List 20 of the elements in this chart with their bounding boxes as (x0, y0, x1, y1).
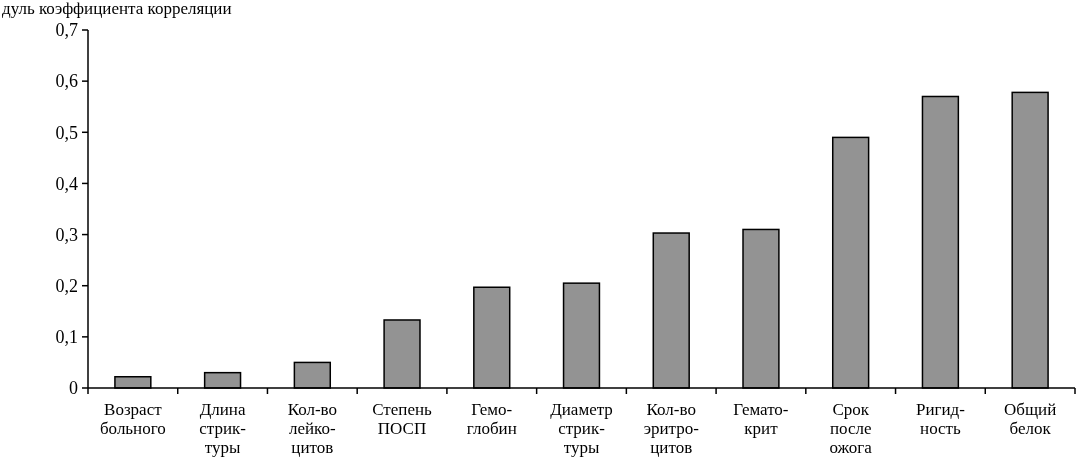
x-tick-label: Кол-во лейко- цитов (287, 400, 337, 457)
y-tick-label: 0 (69, 378, 78, 399)
x-tick-label: Срок после ожога (829, 400, 873, 457)
y-tick-label: 0,5 (55, 122, 78, 143)
x-tick-label: Ригид- ность (915, 400, 966, 438)
x-tick-label: Возраст больного (99, 400, 166, 438)
x-tick-label: Диаметр стрик- туры (550, 400, 613, 457)
y-tick-label: 0,7 (55, 20, 78, 41)
y-axis-title: дуль коэффициента корреляции (2, 0, 232, 18)
x-tick-label: Гемо- глобин (466, 400, 517, 438)
x-tick-label: Общий белок (1004, 400, 1057, 438)
y-tick-label: 0,1 (55, 327, 78, 348)
y-tick-label: 0,6 (55, 71, 78, 92)
x-tick-label: Степень ПОСП (372, 400, 433, 438)
x-tick-label: Кол-во эритро- цитов (643, 400, 700, 457)
x-tick-label: Длина стрик- туры (199, 400, 247, 457)
y-tick-label: 0,3 (55, 224, 78, 245)
y-tick-label: 0,4 (55, 173, 78, 194)
x-tick-label: Гемато- крит (733, 400, 789, 438)
y-tick-label: 0,2 (55, 276, 78, 297)
